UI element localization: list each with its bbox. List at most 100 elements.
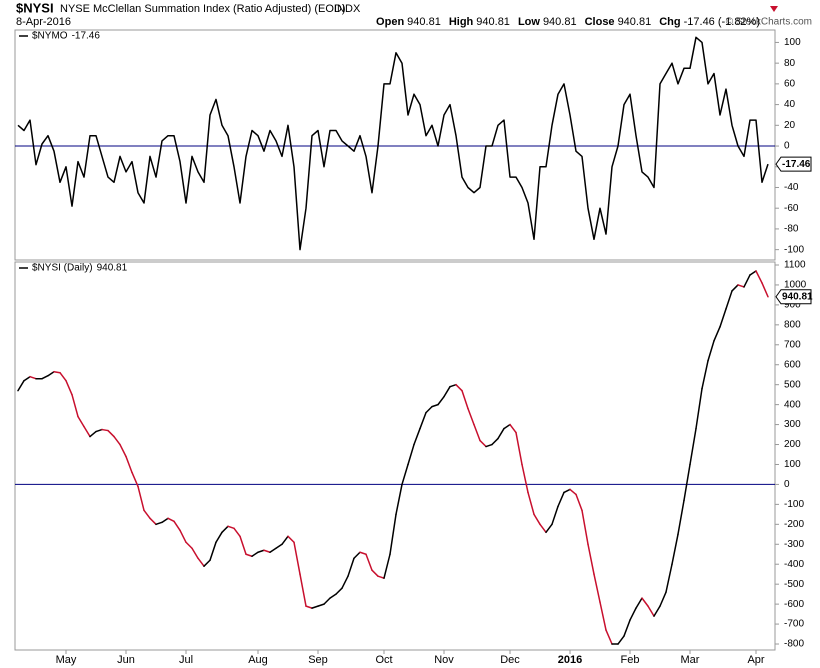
- legend-value: 940.81: [97, 263, 128, 274]
- line-segment: [401, 463, 409, 486]
- line-segment: [287, 535, 295, 544]
- x-tick-label: Jul: [179, 654, 193, 666]
- line-segment: [293, 541, 301, 575]
- line-segment: [563, 488, 571, 494]
- legend-name: $NYMO: [32, 31, 68, 42]
- line-segment: [329, 593, 337, 599]
- y-tick-label: 400: [784, 399, 801, 410]
- line-segment: [395, 483, 403, 516]
- y-tick-label: 900: [784, 300, 801, 311]
- line-segment: [437, 395, 445, 406]
- line-segment: [521, 463, 529, 494]
- line-segment: [497, 427, 505, 440]
- line-segment: [245, 553, 253, 557]
- line-segment: [695, 387, 703, 430]
- x-tick-label: Jun: [117, 654, 135, 666]
- y-tick-label: 200: [784, 439, 801, 450]
- legend-name: $NYSI (Daily): [32, 263, 93, 274]
- y-tick-label: 100: [784, 459, 801, 470]
- quote-value: 940.81: [407, 16, 441, 28]
- line-segment: [305, 605, 313, 609]
- line-segment: [251, 551, 259, 557]
- line-segment: [209, 541, 217, 561]
- line-segment: [737, 284, 745, 288]
- line-segment: [593, 573, 601, 603]
- line-segment: [101, 428, 109, 432]
- line-segment: [389, 513, 397, 555]
- y-tick-label: -200: [784, 519, 804, 530]
- y-tick-label: -60: [784, 203, 799, 214]
- x-tick-label: Nov: [434, 654, 454, 666]
- line-segment: [365, 553, 373, 571]
- line-segment: [215, 531, 223, 544]
- y-tick-label: 600: [784, 359, 801, 370]
- line-segment: [341, 575, 349, 589]
- line-segment: [17, 379, 25, 392]
- legend-value: -17.46: [72, 31, 101, 42]
- line-segment: [119, 443, 127, 458]
- line-segment: [605, 629, 613, 645]
- line-segment: [731, 284, 739, 292]
- line-segment: [551, 505, 559, 526]
- y-tick-label: 700: [784, 339, 801, 350]
- line-segment: [689, 427, 697, 466]
- line-segment: [713, 326, 721, 342]
- line-segment: [647, 605, 655, 617]
- line-segment: [575, 493, 583, 512]
- y-tick-label: -800: [784, 639, 804, 650]
- line-segment: [29, 375, 37, 380]
- y-tick-label: 40: [784, 99, 796, 110]
- line-segment: [149, 517, 157, 526]
- x-tick-label: Mar: [681, 654, 700, 666]
- x-tick-label: Oct: [375, 654, 392, 666]
- panel-frame: [14, 261, 776, 651]
- panel-frame: [14, 29, 776, 261]
- line-segment: [701, 359, 709, 390]
- line-segment: [467, 407, 475, 426]
- line-segment: [269, 547, 277, 554]
- line-segment: [347, 557, 355, 577]
- line-segment: [143, 509, 151, 520]
- line-segment: [59, 371, 67, 382]
- y-tick-label: -700: [784, 619, 804, 630]
- line-segment: [41, 374, 49, 380]
- quote-value: 940.81: [476, 16, 510, 28]
- line-segment: [587, 543, 595, 575]
- line-segment: [263, 549, 271, 554]
- line-segment: [491, 437, 499, 446]
- line-segment: [137, 485, 145, 512]
- line-segment: [197, 557, 205, 567]
- line-segment: [617, 635, 625, 645]
- line-segment: [503, 423, 511, 430]
- line-segment: [383, 553, 391, 579]
- line-segment: [749, 270, 757, 276]
- line-segment: [47, 370, 55, 377]
- down-arrow-icon: [770, 6, 778, 12]
- line-segment: [221, 525, 229, 534]
- y-tick-label: 1100: [784, 260, 806, 271]
- line: [17, 36, 769, 251]
- last-value-label: 940.81: [782, 291, 813, 302]
- line-segment: [317, 603, 325, 607]
- y-tick-label: -100: [784, 499, 804, 510]
- line-segment: [191, 547, 199, 559]
- y-tick-label: 500: [784, 379, 801, 390]
- line-segment: [77, 415, 85, 428]
- quote-value: 940.81: [618, 16, 652, 28]
- line-segment: [155, 521, 163, 526]
- x-tick-label: Sep: [308, 654, 328, 666]
- y-tick-label: -40: [784, 182, 799, 193]
- line-segment: [473, 423, 481, 442]
- line-segment: [671, 533, 679, 565]
- line-segment: [83, 425, 91, 438]
- title: NYSE McClellan Summation Index (Ratio Ad…: [60, 3, 346, 15]
- line-segment: [233, 527, 241, 538]
- line-segment: [173, 520, 181, 532]
- line-segment: [641, 597, 649, 607]
- quote-percent: (-1.82%): [718, 16, 760, 28]
- line-segment: [359, 551, 367, 555]
- y-tick-label: -100: [784, 244, 804, 255]
- x-tick-label: Aug: [248, 654, 268, 666]
- y-tick-label: 20: [784, 120, 796, 131]
